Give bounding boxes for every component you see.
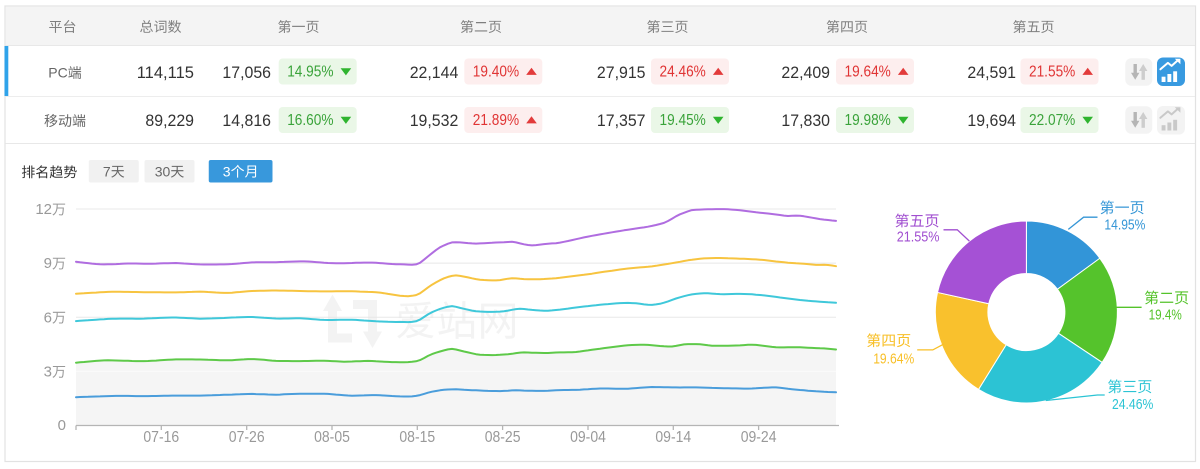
svg-text:7: 7 bbox=[103, 164, 111, 180]
svg-text:24.46%: 24.46% bbox=[660, 64, 706, 81]
svg-text:19.64%: 19.64% bbox=[873, 350, 914, 367]
svg-text:27,915: 27,915 bbox=[597, 63, 646, 82]
svg-text:19.4%: 19.4% bbox=[1149, 307, 1182, 324]
svg-text:24,591: 24,591 bbox=[967, 63, 1016, 82]
svg-text:14,816: 14,816 bbox=[222, 111, 271, 130]
svg-text:19.40%: 19.40% bbox=[473, 64, 519, 81]
svg-text:12: 12 bbox=[35, 201, 52, 218]
svg-text:07-16: 07-16 bbox=[143, 429, 179, 446]
svg-text:17,830: 17,830 bbox=[781, 111, 830, 130]
svg-text:09-24: 09-24 bbox=[741, 429, 777, 446]
svg-text:22,409: 22,409 bbox=[781, 63, 830, 82]
svg-text:6: 6 bbox=[44, 309, 52, 326]
svg-text:0: 0 bbox=[58, 417, 66, 434]
svg-text:08-15: 08-15 bbox=[399, 429, 435, 446]
svg-text:07-26: 07-26 bbox=[229, 429, 265, 446]
svg-text:21.89%: 21.89% bbox=[473, 112, 519, 129]
svg-text:08-25: 08-25 bbox=[485, 429, 521, 446]
svg-text:89,229: 89,229 bbox=[145, 111, 194, 130]
svg-text:30: 30 bbox=[155, 164, 171, 180]
svg-text:22,144: 22,144 bbox=[410, 63, 459, 82]
svg-text:17,056: 17,056 bbox=[222, 63, 271, 82]
svg-text:09-14: 09-14 bbox=[655, 429, 691, 446]
svg-text:3: 3 bbox=[223, 164, 231, 180]
svg-text:19.64%: 19.64% bbox=[845, 64, 891, 81]
svg-text:21.55%: 21.55% bbox=[897, 228, 940, 245]
svg-text:16.60%: 16.60% bbox=[287, 112, 333, 129]
svg-text:17,357: 17,357 bbox=[597, 111, 646, 130]
svg-text:24.46%: 24.46% bbox=[1112, 396, 1153, 413]
svg-text:21.55%: 21.55% bbox=[1029, 64, 1075, 81]
svg-text:22.07%: 22.07% bbox=[1029, 112, 1075, 129]
svg-text:114,115: 114,115 bbox=[137, 63, 194, 82]
svg-text:19.98%: 19.98% bbox=[845, 112, 891, 129]
svg-text:09-04: 09-04 bbox=[570, 429, 606, 446]
svg-text:08-05: 08-05 bbox=[314, 429, 350, 446]
svg-text:PC: PC bbox=[48, 65, 67, 81]
svg-text:19.45%: 19.45% bbox=[660, 112, 706, 129]
svg-text:14.95%: 14.95% bbox=[287, 64, 333, 81]
svg-text:3: 3 bbox=[44, 363, 52, 380]
svg-text:14.95%: 14.95% bbox=[1104, 217, 1145, 234]
svg-text:9: 9 bbox=[44, 255, 52, 272]
svg-text:19,532: 19,532 bbox=[410, 111, 459, 130]
svg-text:19,694: 19,694 bbox=[967, 111, 1016, 130]
